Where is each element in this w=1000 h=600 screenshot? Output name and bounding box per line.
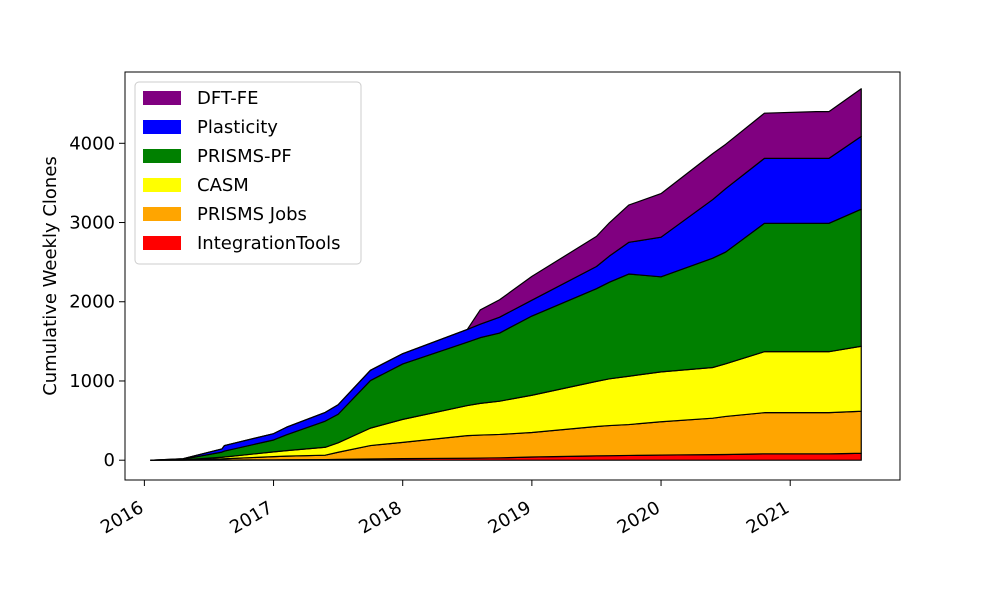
legend-label: IntegrationTools [197,233,341,254]
legend-label: Plasticity [197,117,278,138]
legend-label: CASM [197,175,249,196]
y-tick-label: 1000 [69,371,115,392]
area-layers [150,88,862,461]
legend-box [134,81,362,265]
y-tick-label: 2000 [69,292,115,313]
legend-swatch [143,207,181,221]
legend: DFT-FE Plasticity PRISMS-PF CASM PRISMS Jobs… [134,81,362,265]
y-axis-ticks: 0 1000 2000 3000 4000 [69,133,125,471]
legend-label: DFT-FE [197,88,258,109]
legend-label: PRISMS Jobs [197,204,307,225]
legend-label: PRISMS-PF [197,146,292,167]
y-tick-label: 4000 [69,133,115,154]
area-dft-fe [150,88,862,461]
y-tick-label: 0 [104,450,115,471]
legend-swatch [143,236,181,250]
plot-frame [124,71,901,481]
legend-swatch [143,149,181,163]
y-tick-label: 3000 [69,213,115,234]
y-axis-label: Cumulative Weekly Clones [40,156,61,396]
legend-swatch [143,91,181,105]
legend-swatch [143,178,181,192]
legend-swatch [143,120,181,134]
